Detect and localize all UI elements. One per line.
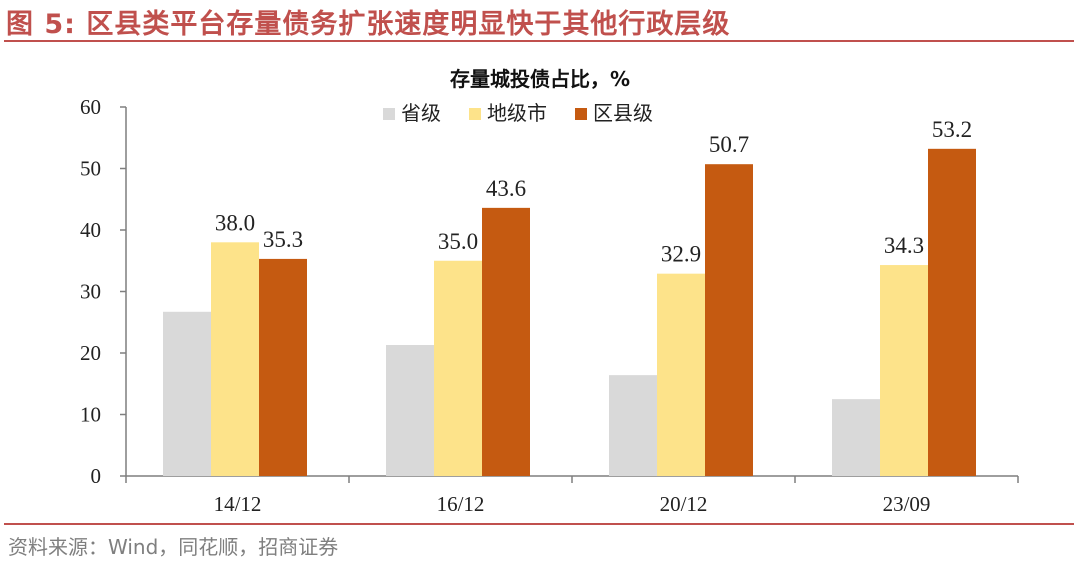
bar	[211, 242, 259, 476]
x-tick-label: 14/12	[214, 492, 262, 516]
legend-swatch	[469, 108, 481, 120]
legend-label: 区县级	[593, 101, 653, 125]
bottom-rule	[4, 523, 1074, 525]
legend-swatch	[575, 108, 587, 120]
bar-chart: 存量城投债占比，% 省级 地级市 区县级 0 10 20 30 40 50 60 14/12 16…	[80, 67, 1019, 516]
legend-swatch	[383, 108, 395, 120]
source-note: 资料来源：Wind，同花顺，招商证券	[8, 535, 339, 559]
bar	[434, 260, 482, 476]
bar	[928, 148, 976, 476]
data-label: 50.7	[709, 132, 749, 157]
y-tick-label: 0	[91, 464, 102, 488]
bar	[832, 399, 880, 476]
data-label: 38.0	[215, 210, 255, 235]
data-labels: 38.0 35.3 35.0 43.6 32.9 50.7 34.3 53.2	[215, 117, 972, 267]
bar	[386, 345, 434, 476]
data-label: 53.2	[932, 117, 972, 142]
y-tick-label: 50	[80, 157, 101, 181]
bar	[609, 375, 657, 476]
bar	[482, 207, 530, 477]
data-label: 34.3	[884, 233, 924, 258]
bar	[163, 311, 211, 476]
data-label: 35.3	[263, 227, 303, 252]
x-tick-label: 20/12	[660, 492, 708, 516]
legend-label: 地级市	[487, 101, 547, 125]
y-axis: 0 10 20 30 40 50 60	[80, 95, 127, 488]
figure-title: 图 5: 区县类平台存量债务扩张速度明显快于其他行政层级	[6, 9, 731, 40]
y-tick-label: 10	[80, 403, 101, 427]
data-label: 35.0	[438, 229, 478, 254]
bar	[259, 258, 307, 476]
legend-label: 省级	[401, 101, 441, 125]
chart-title: 存量城投债占比，%	[450, 67, 630, 91]
x-axis: 14/12 16/12 20/12 23/09	[125, 475, 1019, 516]
data-label: 32.9	[661, 242, 701, 267]
legend: 省级 地级市 区县级	[383, 101, 653, 125]
top-rule	[4, 40, 1074, 42]
bar	[705, 164, 753, 476]
bar	[657, 273, 705, 476]
data-label: 43.6	[486, 176, 526, 201]
x-tick-label: 16/12	[437, 492, 485, 516]
bars	[163, 148, 976, 477]
y-tick-label: 40	[80, 218, 101, 242]
bar	[880, 265, 928, 476]
y-tick-label: 30	[80, 280, 101, 304]
y-tick-label: 20	[80, 341, 101, 365]
x-tick-label: 23/09	[883, 492, 931, 516]
y-tick-label: 60	[80, 95, 101, 119]
